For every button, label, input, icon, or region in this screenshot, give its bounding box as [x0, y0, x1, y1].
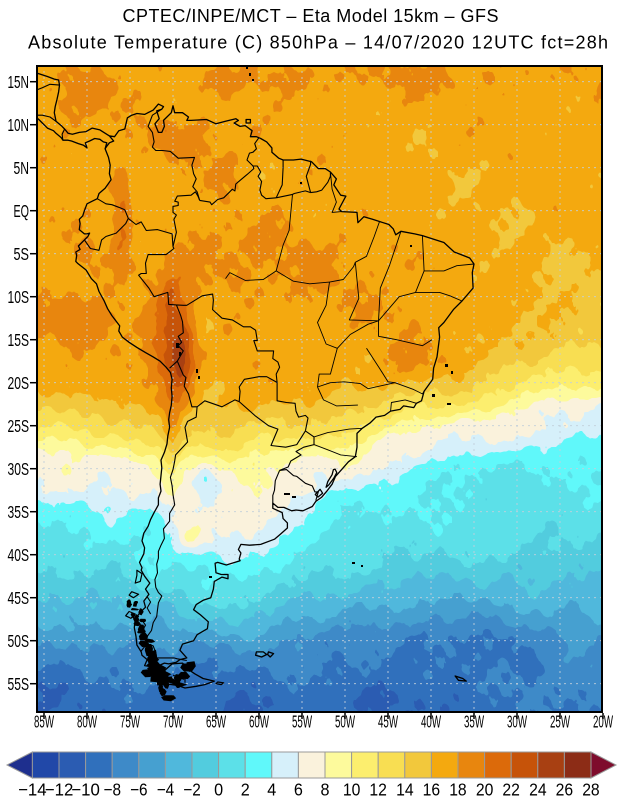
svg-text:24: 24 [529, 779, 547, 799]
svg-text:4: 4 [267, 779, 276, 799]
svg-text:30S: 30S [8, 459, 30, 479]
svg-text:60W: 60W [249, 712, 269, 732]
svg-text:CPTEC/INPE/MCT – Eta Model 15: CPTEC/INPE/MCT – Eta Model 15km – GFS [123, 6, 499, 26]
svg-text:80W: 80W [77, 712, 97, 732]
svg-text:6: 6 [294, 779, 303, 799]
svg-text:35S: 35S [8, 502, 30, 522]
svg-text:−8: −8 [104, 779, 122, 799]
svg-text:8: 8 [321, 779, 330, 799]
svg-text:30W: 30W [507, 712, 527, 732]
svg-text:15N: 15N [8, 72, 30, 92]
svg-text:12: 12 [369, 779, 387, 799]
svg-text:20: 20 [476, 779, 494, 799]
svg-text:40W: 40W [421, 712, 441, 732]
svg-text:EQ: EQ [14, 201, 30, 221]
svg-text:10N: 10N [8, 115, 30, 135]
svg-text:Absolute Temperature (C) 850hP: Absolute Temperature (C) 850hPa – 14/07/… [28, 33, 608, 53]
svg-text:26: 26 [556, 779, 574, 799]
svg-text:16: 16 [423, 779, 441, 799]
svg-text:−2: −2 [183, 779, 201, 799]
svg-text:50S: 50S [8, 631, 30, 651]
svg-text:55S: 55S [8, 674, 30, 694]
svg-text:25W: 25W [550, 712, 570, 732]
svg-text:10S: 10S [8, 287, 30, 307]
svg-text:15S: 15S [8, 330, 30, 350]
svg-text:25S: 25S [8, 416, 30, 436]
svg-text:−14: −14 [18, 779, 47, 799]
svg-text:65W: 65W [206, 712, 226, 732]
svg-text:35W: 35W [464, 712, 484, 732]
svg-text:40S: 40S [8, 545, 30, 565]
svg-text:75W: 75W [120, 712, 140, 732]
svg-text:22: 22 [502, 779, 520, 799]
svg-text:50W: 50W [335, 712, 355, 732]
svg-text:10: 10 [343, 779, 361, 799]
svg-text:45S: 45S [8, 588, 30, 608]
svg-text:18: 18 [449, 779, 467, 799]
svg-text:55W: 55W [292, 712, 312, 732]
svg-text:20S: 20S [8, 373, 30, 393]
svg-text:−12: −12 [45, 779, 74, 799]
svg-text:0: 0 [214, 779, 223, 799]
svg-text:−10: −10 [71, 779, 100, 799]
svg-text:45W: 45W [378, 712, 398, 732]
svg-text:28: 28 [582, 779, 600, 799]
svg-text:20W: 20W [593, 712, 613, 732]
svg-text:−6: −6 [130, 779, 148, 799]
svg-text:85W: 85W [34, 712, 54, 732]
svg-text:2: 2 [241, 779, 250, 799]
svg-text:70W: 70W [163, 712, 183, 732]
svg-text:5N: 5N [14, 158, 30, 178]
svg-text:5S: 5S [14, 244, 30, 264]
svg-text:14: 14 [396, 779, 414, 799]
svg-text:−4: −4 [157, 779, 175, 799]
